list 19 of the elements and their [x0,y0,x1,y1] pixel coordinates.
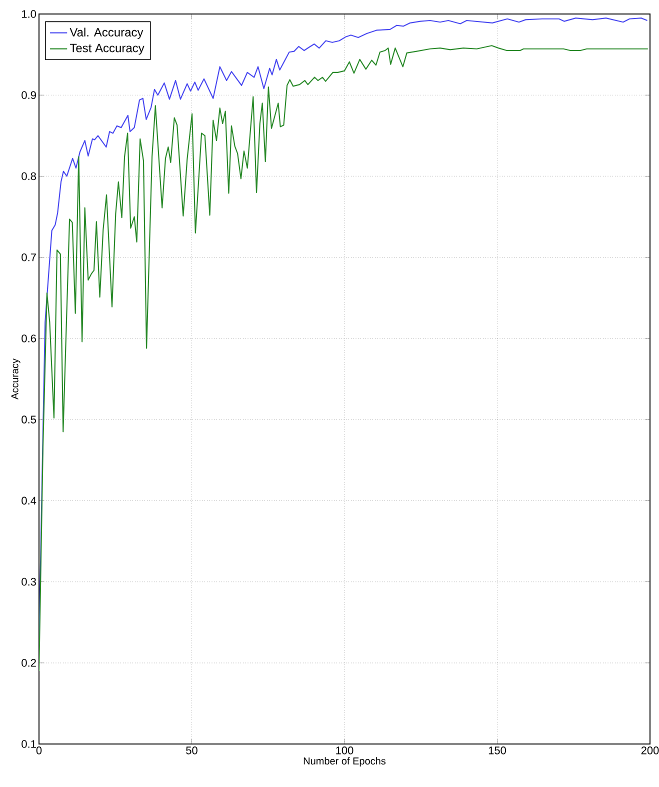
x-axis-title: Number of Epochs [304,757,386,766]
x-tick-label: 150 [488,746,506,754]
y-tick-label: 0.6 [22,334,36,342]
y-tick-label: 0.9 [22,91,36,100]
y-tick-label: 0.8 [22,172,36,180]
y-tick-label: 0.7 [22,253,36,262]
y-tick-label: 0.3 [22,578,36,586]
x-tick-label: 100 [336,746,354,754]
x-tick-label: 200 [641,746,659,754]
y-axis-title: Accuracy [11,358,20,400]
legend-label: Test Accuracy [70,44,144,55]
legend-label: Val. Accuracy [70,28,144,39]
x-tick-label: 50 [186,746,198,754]
y-tick-label: 0.2 [22,659,36,667]
y-tick-label: 1.0 [22,10,36,18]
x-tick-label: 0 [36,746,42,754]
y-tick-label: 0.1 [22,740,36,748]
y-tick-label: 0.5 [22,416,36,424]
y-tick-label: 0.4 [22,496,36,505]
